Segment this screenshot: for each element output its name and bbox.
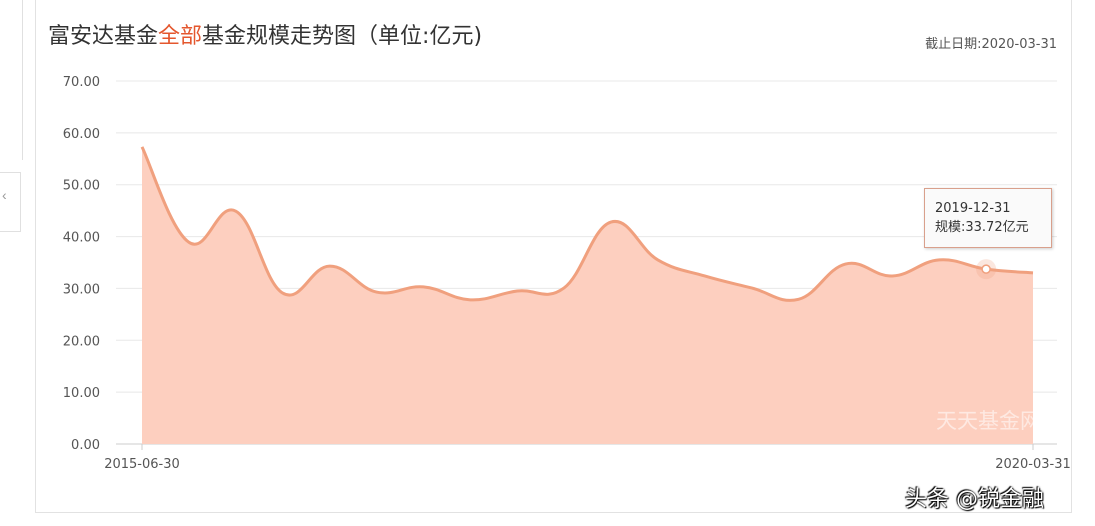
sidebar-edge <box>22 0 23 160</box>
collapse-tab[interactable]: ‹ <box>0 172 21 232</box>
area-fill <box>142 146 1033 444</box>
title-highlight: 全部 <box>158 24 203 49</box>
title-suffix: 基金规模走势图（单位:亿元) <box>202 24 483 49</box>
tooltip: 2019-12-31 规模:33.72亿元 <box>924 188 1052 248</box>
watermark: 天天基金网 <box>936 409 1041 433</box>
chart-title: 富安达基金全部基金规模走势图（单位:亿元) <box>48 18 482 50</box>
data-point <box>981 264 991 274</box>
y-tick-label: 20.00 <box>63 334 100 349</box>
y-tick-label: 10.00 <box>63 386 100 401</box>
tooltip-date: 2019-12-31 <box>935 201 1011 216</box>
y-tick-label: 60.00 <box>63 127 100 142</box>
tooltip-value: 规模:33.72亿元 <box>935 220 1029 235</box>
series-line <box>140 146 1034 302</box>
title-prefix: 富安达基金 <box>48 24 159 49</box>
cutoff-date: 截止日期:2020-03-31 <box>925 37 1057 52</box>
y-tick-label: 30.00 <box>63 282 100 297</box>
x-tick-label: 2015-06-30 <box>104 457 180 472</box>
y-tick-label: 0.00 <box>71 438 100 453</box>
credit: 头条 @锐金融 <box>905 487 1044 512</box>
y-tick-label: 50.00 <box>63 179 100 194</box>
chevron-left-icon: ‹ <box>2 187 7 203</box>
x-tick-label: 2020-03-31 <box>995 457 1071 472</box>
y-tick-label: 40.00 <box>63 231 100 246</box>
y-tick-label: 70.00 <box>63 75 100 90</box>
